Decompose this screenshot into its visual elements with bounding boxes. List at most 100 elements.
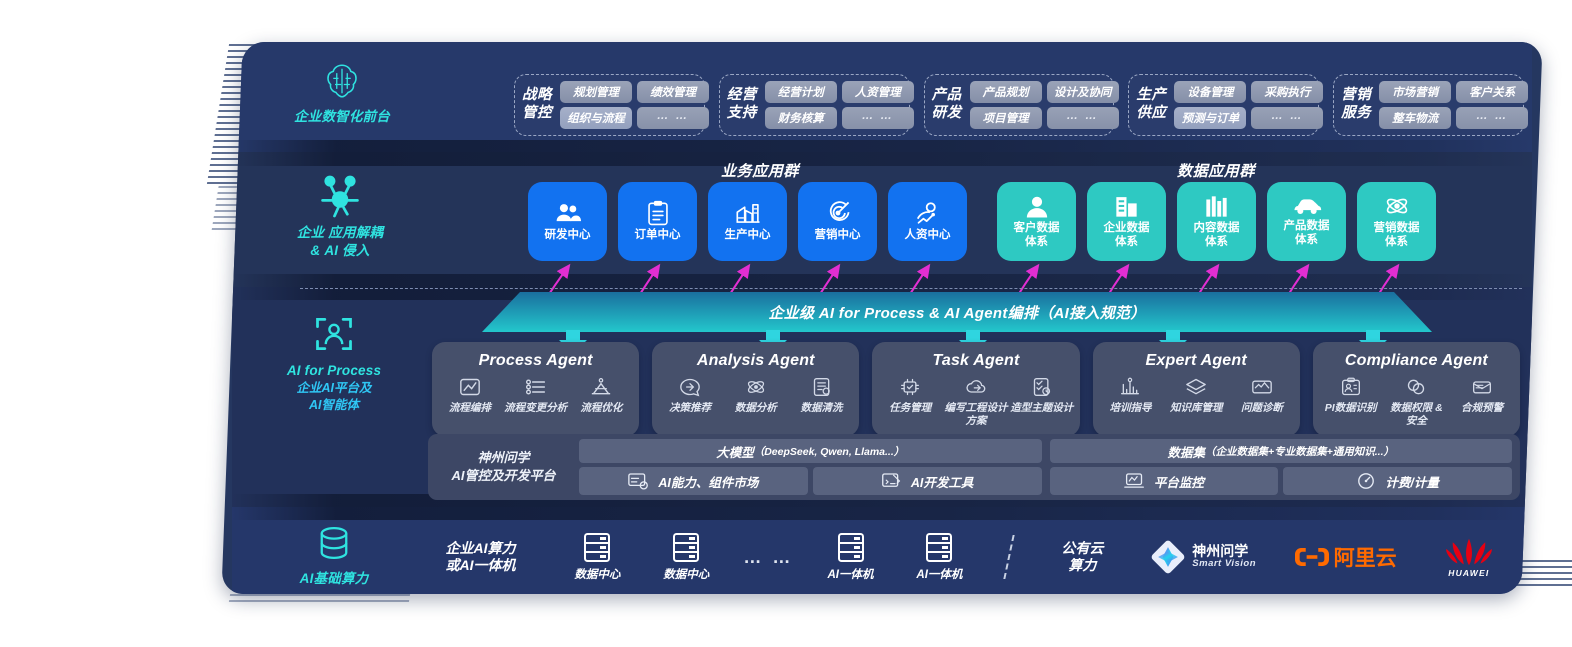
agent-card-task[interactable]: Task Agent 任务管理	[872, 342, 1080, 437]
ai-orchestration-banner: 企业级 AI for Process & AI Agent编排（AI接入规范）	[482, 292, 1432, 332]
chip-product-2[interactable]: 设计及协同	[1046, 81, 1119, 103]
chip-marketing-1[interactable]: 市场营销	[1379, 81, 1452, 103]
platform-ai-market-cell[interactable]: AI能力、组件市场	[579, 467, 808, 495]
chip-production-4[interactable]: … …	[1251, 107, 1324, 129]
person-chart-icon	[916, 202, 936, 224]
architecture-board: 企业数智化前台 企业 应用解耦 & AI 侵入 AI for Process 企…	[221, 42, 1543, 594]
tile-marketing-center[interactable]: 营销中心	[798, 182, 877, 261]
platform-billing-cell[interactable]: 计费/计量	[1283, 467, 1512, 495]
chip-operations-2[interactable]: 人资管理	[841, 81, 914, 103]
agent-item-process-1-label: 流程变更分析	[504, 402, 568, 414]
agent-item-compliance-1[interactable]: 数据权限 & 安全	[1385, 377, 1449, 427]
tile-enterprise-data[interactable]: 企业数据 体系	[1087, 182, 1166, 261]
infra-public-cloud: 公有云 算力	[1034, 540, 1131, 575]
logo-shenzhou-subtitle: Smart Vision	[1192, 558, 1257, 570]
tile-enterprise-data-label: 企业数据 体系	[1103, 221, 1150, 248]
domain-group-product-rd[interactable]: 产品 研发 产品规划 设计及协同 项目管理 … …	[923, 74, 1119, 136]
agent-item-task-0-label: 任务管理	[889, 402, 932, 414]
agent-item-process-1[interactable]: 流程变更分析	[504, 377, 568, 415]
agent-item-analysis-2[interactable]: 数据清洗	[790, 377, 854, 415]
agent-card-compliance-title: Compliance Agent	[1344, 352, 1488, 369]
chip-production-2[interactable]: 采购执行	[1251, 81, 1324, 103]
infra-node-0[interactable]: 数据中心	[553, 532, 642, 582]
agent-item-process-0[interactable]: 流程编排	[438, 377, 502, 415]
logo-huawei[interactable]: HUAWEI	[1416, 537, 1522, 578]
platform-dataset-row[interactable]: 数据集 （企业数据集+专业数据集+通用知识...）	[1049, 439, 1512, 463]
chip-operations-1[interactable]: 经营计划	[764, 81, 837, 103]
tile-vehicle-data[interactable]: 产品数据 体系	[1267, 182, 1346, 261]
agent-card-expert[interactable]: Expert Agent 培训指导 知识库管	[1092, 342, 1300, 437]
chip-product-3[interactable]: 项目管理	[969, 107, 1042, 129]
aliyun-logo-icon	[1294, 548, 1329, 566]
agent-item-expert-1[interactable]: 知识库管理	[1164, 377, 1228, 415]
logo-aliyun[interactable]: 阿里云	[1276, 542, 1416, 572]
task-node-icon	[901, 378, 920, 396]
domain-group-operations[interactable]: 经营 支持 经营计划 人资管理 财务核算 … …	[718, 74, 914, 136]
agent-item-expert-0[interactable]: 培训指导	[1099, 377, 1163, 415]
agent-item-process-2[interactable]: 流程优化	[569, 377, 633, 415]
chip-strategy-1[interactable]: 规划管理	[560, 81, 632, 103]
domain-group-strategy[interactable]: 战略 管控 规划管理 绩效管理 组织与流程 … …	[514, 74, 709, 136]
agent-item-task-1[interactable]: 编写工程设计方案	[944, 377, 1008, 427]
infra-node-1[interactable]: 数据中心	[642, 532, 731, 582]
clean-data-icon	[813, 378, 830, 396]
chip-marketing-4[interactable]: … …	[1456, 107, 1529, 129]
domain-group-marketing[interactable]: 营销 服务 市场营销 客户关系 整车物流 … …	[1333, 74, 1529, 136]
tile-marketing-center-label: 营销中心	[814, 229, 861, 242]
agent-item-analysis-1[interactable]: 数据分析	[724, 377, 788, 415]
chip-product-1[interactable]: 产品规划	[969, 81, 1042, 103]
agent-item-analysis-0[interactable]: 决策推荐	[658, 377, 722, 415]
agent-item-task-2[interactable]: 造型主题设计	[1010, 377, 1074, 427]
platform-ai-devtool-cell[interactable]: AI开发工具	[812, 467, 1042, 495]
chip-production-3[interactable]: 预测与订单	[1174, 107, 1247, 129]
atom-icon	[1386, 199, 1407, 214]
tile-order-center[interactable]: 订单中心	[618, 182, 697, 261]
domain-group-production[interactable]: 生产 供应 设备管理 采购执行 预测与订单 … …	[1128, 74, 1324, 136]
infra-node-ellipsis: … …	[731, 547, 806, 568]
agent-item-compliance-0[interactable]: PI数据识别	[1319, 377, 1383, 427]
tile-production-center[interactable]: 生产中心	[708, 182, 787, 261]
rail-ai-process-sublabel: 企业AI平台及 AI智能体	[296, 381, 372, 413]
chip-operations-3[interactable]: 财务核算	[764, 107, 837, 129]
infrastructure-row: 企业AI算力 或AI一体机 数据中心	[408, 520, 1522, 594]
agent-card-process[interactable]: Process Agent 流程编排	[432, 342, 640, 437]
platform-monitor-cell[interactable]: 平台监控	[1049, 467, 1279, 495]
chip-production-1[interactable]: 设备管理	[1174, 81, 1247, 103]
domain-group-row: 战略 管控 规划管理 绩效管理 组织与流程 … … 经营 支持 经营计划 人资管…	[514, 74, 1529, 136]
ai-layer-dashed-separator	[300, 288, 1522, 289]
platform-llm-label: 大模型	[716, 445, 754, 460]
business-group-title: 业务应用群	[721, 163, 800, 180]
agent-item-compliance-2[interactable]: 合规预警	[1450, 377, 1514, 427]
tile-hr-center[interactable]: 人资中心	[888, 182, 967, 261]
tile-marketing-data[interactable]: 营销数据 体系	[1357, 182, 1436, 261]
chip-strategy-3[interactable]: 组织与流程	[560, 107, 632, 129]
agent-item-process-2-label: 流程优化	[580, 402, 623, 414]
huawei-logo-icon	[1445, 538, 1492, 565]
platform-llm-row[interactable]: 大模型 （DeepSeek, Qwen, Llama...）	[579, 439, 1042, 463]
shenzhou-wenxue-logo-icon	[1151, 540, 1185, 574]
chip-operations-4[interactable]: … …	[841, 107, 914, 129]
tile-vehicle-data-label: 产品数据 体系	[1283, 220, 1330, 246]
ai-platform-strip: 神州问学 AI管控及开发平台 大模型 （DeepSeek, Qwen, Llam…	[428, 434, 1520, 500]
chip-strategy-2[interactable]: 绩效管理	[637, 81, 709, 103]
tile-rd-center[interactable]: 研发中心	[528, 182, 607, 261]
chip-product-4[interactable]: … …	[1046, 107, 1119, 129]
agent-card-analysis-title: Analysis Agent	[696, 352, 815, 369]
agent-card-analysis[interactable]: Analysis Agent 决策推荐	[652, 342, 860, 437]
tile-content-data[interactable]: 内容数据 体系	[1177, 182, 1256, 261]
agent-card-compliance[interactable]: Compliance Agent PI数据识别	[1312, 342, 1521, 437]
brain-ai-icon	[327, 64, 357, 98]
alert-mail-icon	[1473, 381, 1492, 394]
infra-node-4-label: AI一体机	[916, 568, 963, 581]
tile-customer-data[interactable]: 客户数据 体系	[997, 182, 1076, 261]
chip-marketing-3[interactable]: 整车物流	[1379, 107, 1452, 129]
infra-node-4[interactable]: AI一体机	[895, 532, 984, 582]
agent-item-expert-2[interactable]: 问题诊断	[1230, 377, 1294, 415]
logo-shenzhou-wenxue[interactable]: 神州问学 Smart Vision	[1131, 539, 1276, 575]
infra-node-3-label: AI一体机	[827, 568, 874, 581]
chip-marketing-2[interactable]: 客户关系	[1456, 81, 1529, 103]
chip-strategy-4[interactable]: … …	[637, 107, 709, 129]
agent-item-task-0[interactable]: 任务管理	[878, 377, 942, 427]
infra-node-3[interactable]: AI一体机	[806, 532, 895, 582]
rail-decouple: 企业 应用解耦 & AI 侵入	[240, 170, 440, 260]
